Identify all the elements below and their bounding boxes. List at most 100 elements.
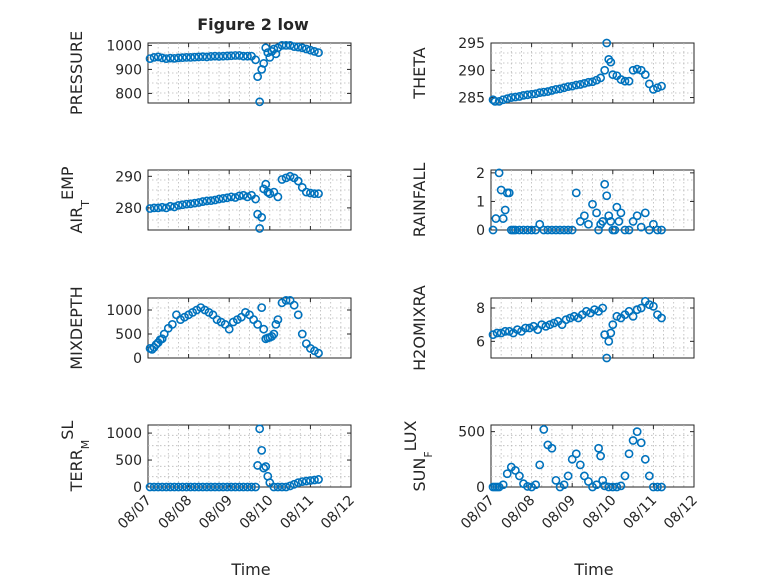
data-point: [218, 51, 228, 61]
y-tick-label: 500: [115, 327, 142, 343]
data-point: [305, 45, 315, 55]
data-point: [214, 52, 224, 61]
data-point: [226, 192, 236, 202]
data-point: [504, 326, 514, 336]
data-point: [314, 475, 323, 484]
data-point: [255, 97, 265, 107]
data-point: [657, 313, 666, 323]
data-point: [523, 482, 532, 491]
data-point: [230, 51, 240, 60]
data-point: [657, 225, 666, 235]
data-point: [263, 187, 273, 197]
data-point: [234, 51, 244, 60]
data-point: [555, 84, 565, 94]
data-point: [636, 222, 646, 232]
data-point: [604, 482, 614, 492]
data-point: [226, 482, 236, 492]
x-axis-title-right: Time: [573, 560, 613, 579]
data-point: [277, 482, 287, 492]
data-point: [510, 225, 520, 235]
data-point: [305, 188, 315, 198]
data-point: [488, 225, 498, 235]
data-point: [239, 482, 248, 492]
data-point: [289, 479, 299, 489]
data-point: [531, 89, 541, 99]
y-tick-label: 290: [115, 169, 142, 185]
data-point: [531, 480, 541, 490]
data-point: [159, 329, 169, 339]
data-point: [149, 203, 159, 213]
data-point: [161, 203, 171, 213]
data-point: [563, 82, 573, 92]
subplot-4: 0 1 2 RAINFALL: [410, 163, 695, 239]
y-tick-label: 0: [476, 223, 485, 239]
data-point: [563, 225, 573, 235]
data-point: [301, 187, 311, 197]
data-point: [149, 53, 159, 62]
data-point: [644, 300, 654, 310]
data-point: [239, 51, 248, 61]
data-point: [620, 76, 630, 86]
data-point: [281, 41, 291, 50]
data-point: [600, 179, 610, 189]
y-axis-title: RAINFALL: [410, 163, 429, 238]
figure-title: Figure 2 low: [197, 15, 309, 34]
y-tick-label: 285: [458, 91, 485, 107]
data-point: [640, 208, 650, 218]
data-point: [222, 193, 232, 203]
data-point: [610, 225, 620, 235]
data-point: [584, 477, 593, 486]
data-point: [616, 481, 626, 491]
data-point: [575, 217, 585, 226]
data-point: [594, 443, 603, 453]
data-point: [257, 445, 267, 455]
data-point: [165, 482, 175, 492]
data-point: [500, 326, 510, 336]
data-point: [649, 84, 658, 94]
data-point: [161, 482, 171, 492]
data-point: [608, 70, 618, 80]
data-point: [153, 52, 163, 62]
data-point: [657, 81, 666, 91]
data-point: [239, 190, 248, 200]
data-point: [289, 300, 299, 310]
data-point: [596, 73, 606, 83]
data-point: [612, 482, 622, 492]
data-point: [624, 76, 634, 86]
data-point: [190, 482, 200, 492]
data-point: [259, 324, 269, 334]
data-point: [281, 295, 291, 305]
data-point: [310, 47, 319, 56]
data-point: [297, 477, 307, 487]
data-point: [301, 44, 311, 54]
y-axis-title: PRESSURE: [67, 31, 86, 115]
data-point: [519, 90, 528, 100]
data-point: [608, 482, 618, 492]
data-point: [649, 301, 658, 311]
data-point: [496, 328, 506, 338]
data-point: [541, 321, 551, 331]
y-tick-label: 1000: [106, 303, 142, 319]
data-point: [653, 482, 662, 492]
data-point: [305, 476, 315, 485]
data-point: [297, 329, 307, 339]
data-point: [640, 454, 650, 464]
data-point: [604, 211, 614, 221]
data-point: [602, 38, 612, 48]
data-point: [559, 83, 569, 93]
data-point: [657, 482, 666, 492]
data-point: [624, 449, 634, 459]
data-point: [653, 83, 662, 93]
data-point: [269, 329, 279, 339]
data-point: [190, 198, 200, 208]
data-point: [567, 81, 577, 91]
data-point: [297, 43, 307, 53]
data-point: [539, 225, 549, 235]
data-point: [604, 336, 614, 346]
data-point: [582, 306, 591, 316]
data-point: [620, 471, 630, 481]
data-point: [636, 303, 646, 313]
data-point: [614, 217, 624, 226]
